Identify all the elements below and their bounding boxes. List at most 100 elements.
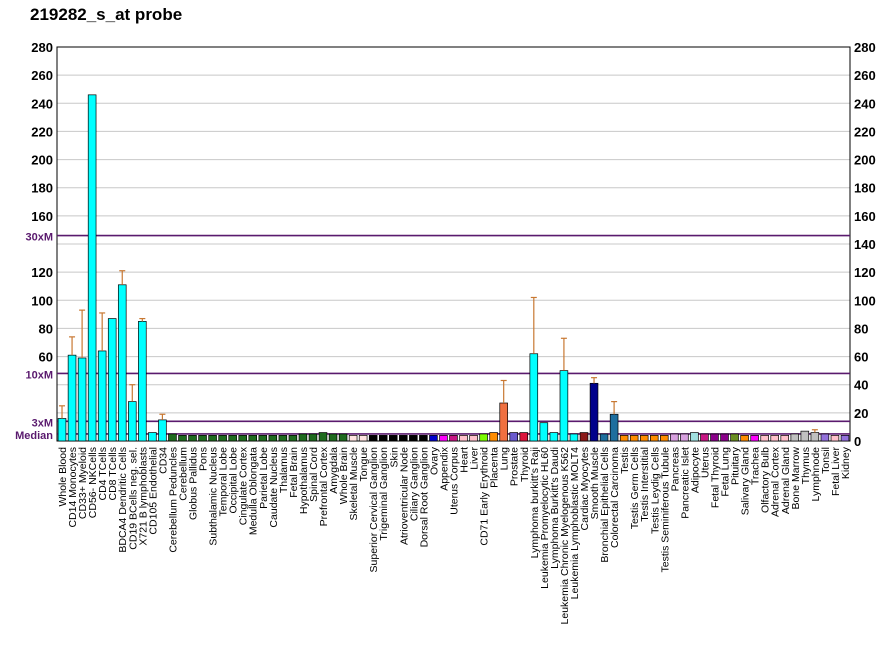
category-label: Adrenal Cortex (770, 446, 782, 517)
bar (820, 433, 830, 442)
category-label: Bone Marrow (790, 447, 802, 510)
left-axis-label: 10xM (25, 369, 53, 381)
category-label: Kidney (840, 446, 852, 479)
right-axis-tick-label: 120 (854, 265, 876, 280)
category-label: Superior Cervical Ganglion (368, 447, 380, 573)
category-label: Colorectal Carcinoma (609, 447, 621, 548)
bar (559, 370, 569, 442)
bar (288, 435, 298, 442)
category-label: CD14 Monocytes (67, 447, 79, 528)
bar (188, 435, 197, 442)
category-label: Ciliary Ganglion (408, 447, 420, 521)
bar (790, 433, 800, 442)
category-label: Medulla Oblongata (248, 447, 260, 535)
bar (168, 433, 177, 442)
category-label: Occipital Lobe (228, 447, 240, 514)
category-label: Parietal Lobe (258, 447, 270, 509)
bar (649, 435, 659, 442)
category-label: Leukemia Lymphoblastic MOLT4 (569, 447, 581, 599)
category-label: Liver (469, 447, 481, 470)
category-label: Pituitary (730, 446, 742, 485)
category-label: Smooth Muscle (589, 447, 601, 520)
bar (539, 422, 549, 442)
category-label: CD19 BCells neg. sel. (127, 447, 139, 550)
bar (670, 433, 679, 442)
bar (469, 435, 478, 442)
bar (660, 435, 669, 442)
bar (107, 318, 117, 442)
bar (629, 435, 639, 442)
bar (479, 433, 488, 442)
bar (609, 413, 619, 442)
category-label: Pancreas (669, 447, 681, 491)
bar (328, 433, 338, 442)
bar (228, 435, 237, 442)
right-axis-tick-label: 200 (854, 153, 876, 168)
bar (720, 433, 729, 442)
category-label: Lymphoma burkitt's Raji (529, 447, 541, 558)
bar (810, 432, 820, 442)
category-label: Testis Leydig Cells (649, 447, 661, 534)
right-axis-tick-label: 100 (854, 293, 876, 308)
category-label: X721 B lymphoblasts (137, 447, 149, 546)
category-label: CD33+ Myeloid (77, 447, 89, 519)
left-axis-label: 220 (31, 124, 53, 139)
bar (148, 432, 157, 442)
bar (218, 435, 227, 442)
bar (158, 419, 167, 442)
bar (750, 435, 759, 442)
bar (429, 435, 438, 442)
category-label: Fetal Liver (830, 447, 842, 497)
left-axis-label: 280 (31, 40, 53, 55)
bar (730, 433, 739, 442)
bar (509, 432, 518, 442)
right-axis-tick-label: 60 (854, 350, 868, 365)
category-label: Cingulate Cortex (238, 446, 250, 525)
bar (780, 435, 790, 442)
category-label: Placenta (489, 447, 501, 488)
category-label: Cerebellum Peduncles (167, 447, 179, 553)
category-label: Amygdala (328, 447, 340, 494)
bar (178, 435, 187, 442)
category-label: Subthalamic Nucleus (208, 447, 220, 546)
bar (740, 435, 749, 442)
left-axis-label: 160 (31, 209, 53, 224)
bar (87, 94, 97, 442)
category-label: Adrenal Gland (780, 447, 792, 514)
bar (499, 402, 508, 442)
bar (248, 435, 258, 442)
category-label: Heart (459, 447, 471, 473)
category-label: Whole Brain (338, 447, 350, 504)
category-label: CD34 (157, 447, 169, 474)
left-axis-label: 100 (31, 293, 53, 308)
right-axis-tick-label: 180 (854, 181, 876, 196)
bar (419, 435, 428, 442)
category-label: Tonsil (820, 447, 832, 474)
category-label: Fetal Thyroid (709, 447, 721, 508)
left-axis-label: 200 (31, 153, 53, 168)
category-label: Globus Pallidus (188, 447, 200, 520)
category-label: Spinal Cord (308, 447, 320, 502)
bar (700, 433, 709, 442)
bar (97, 350, 107, 442)
category-label: Lymphnode (810, 447, 822, 502)
bar (358, 435, 368, 442)
bar (439, 435, 448, 442)
bar (519, 432, 529, 442)
category-label: Olfactory Bulb (760, 447, 772, 513)
bar (77, 357, 87, 442)
category-label: Testis Interstitial (639, 447, 651, 522)
category-label: Tongue (358, 447, 370, 482)
bar (489, 432, 498, 442)
bar (57, 418, 67, 442)
category-label: Fetal Brain (288, 447, 300, 498)
category-label: Skeletal Muscle (348, 447, 360, 521)
category-label: Trigeminal Ganglion (378, 447, 390, 541)
bar (368, 435, 378, 442)
bar (318, 432, 328, 442)
right-axis-tick-label: 20 (854, 406, 868, 421)
bar (619, 435, 629, 442)
category-label: Testis Seminiferous Tubule (659, 447, 671, 573)
category-label: Pons (198, 447, 210, 471)
category-label: Testis Germ Cells (629, 447, 641, 529)
